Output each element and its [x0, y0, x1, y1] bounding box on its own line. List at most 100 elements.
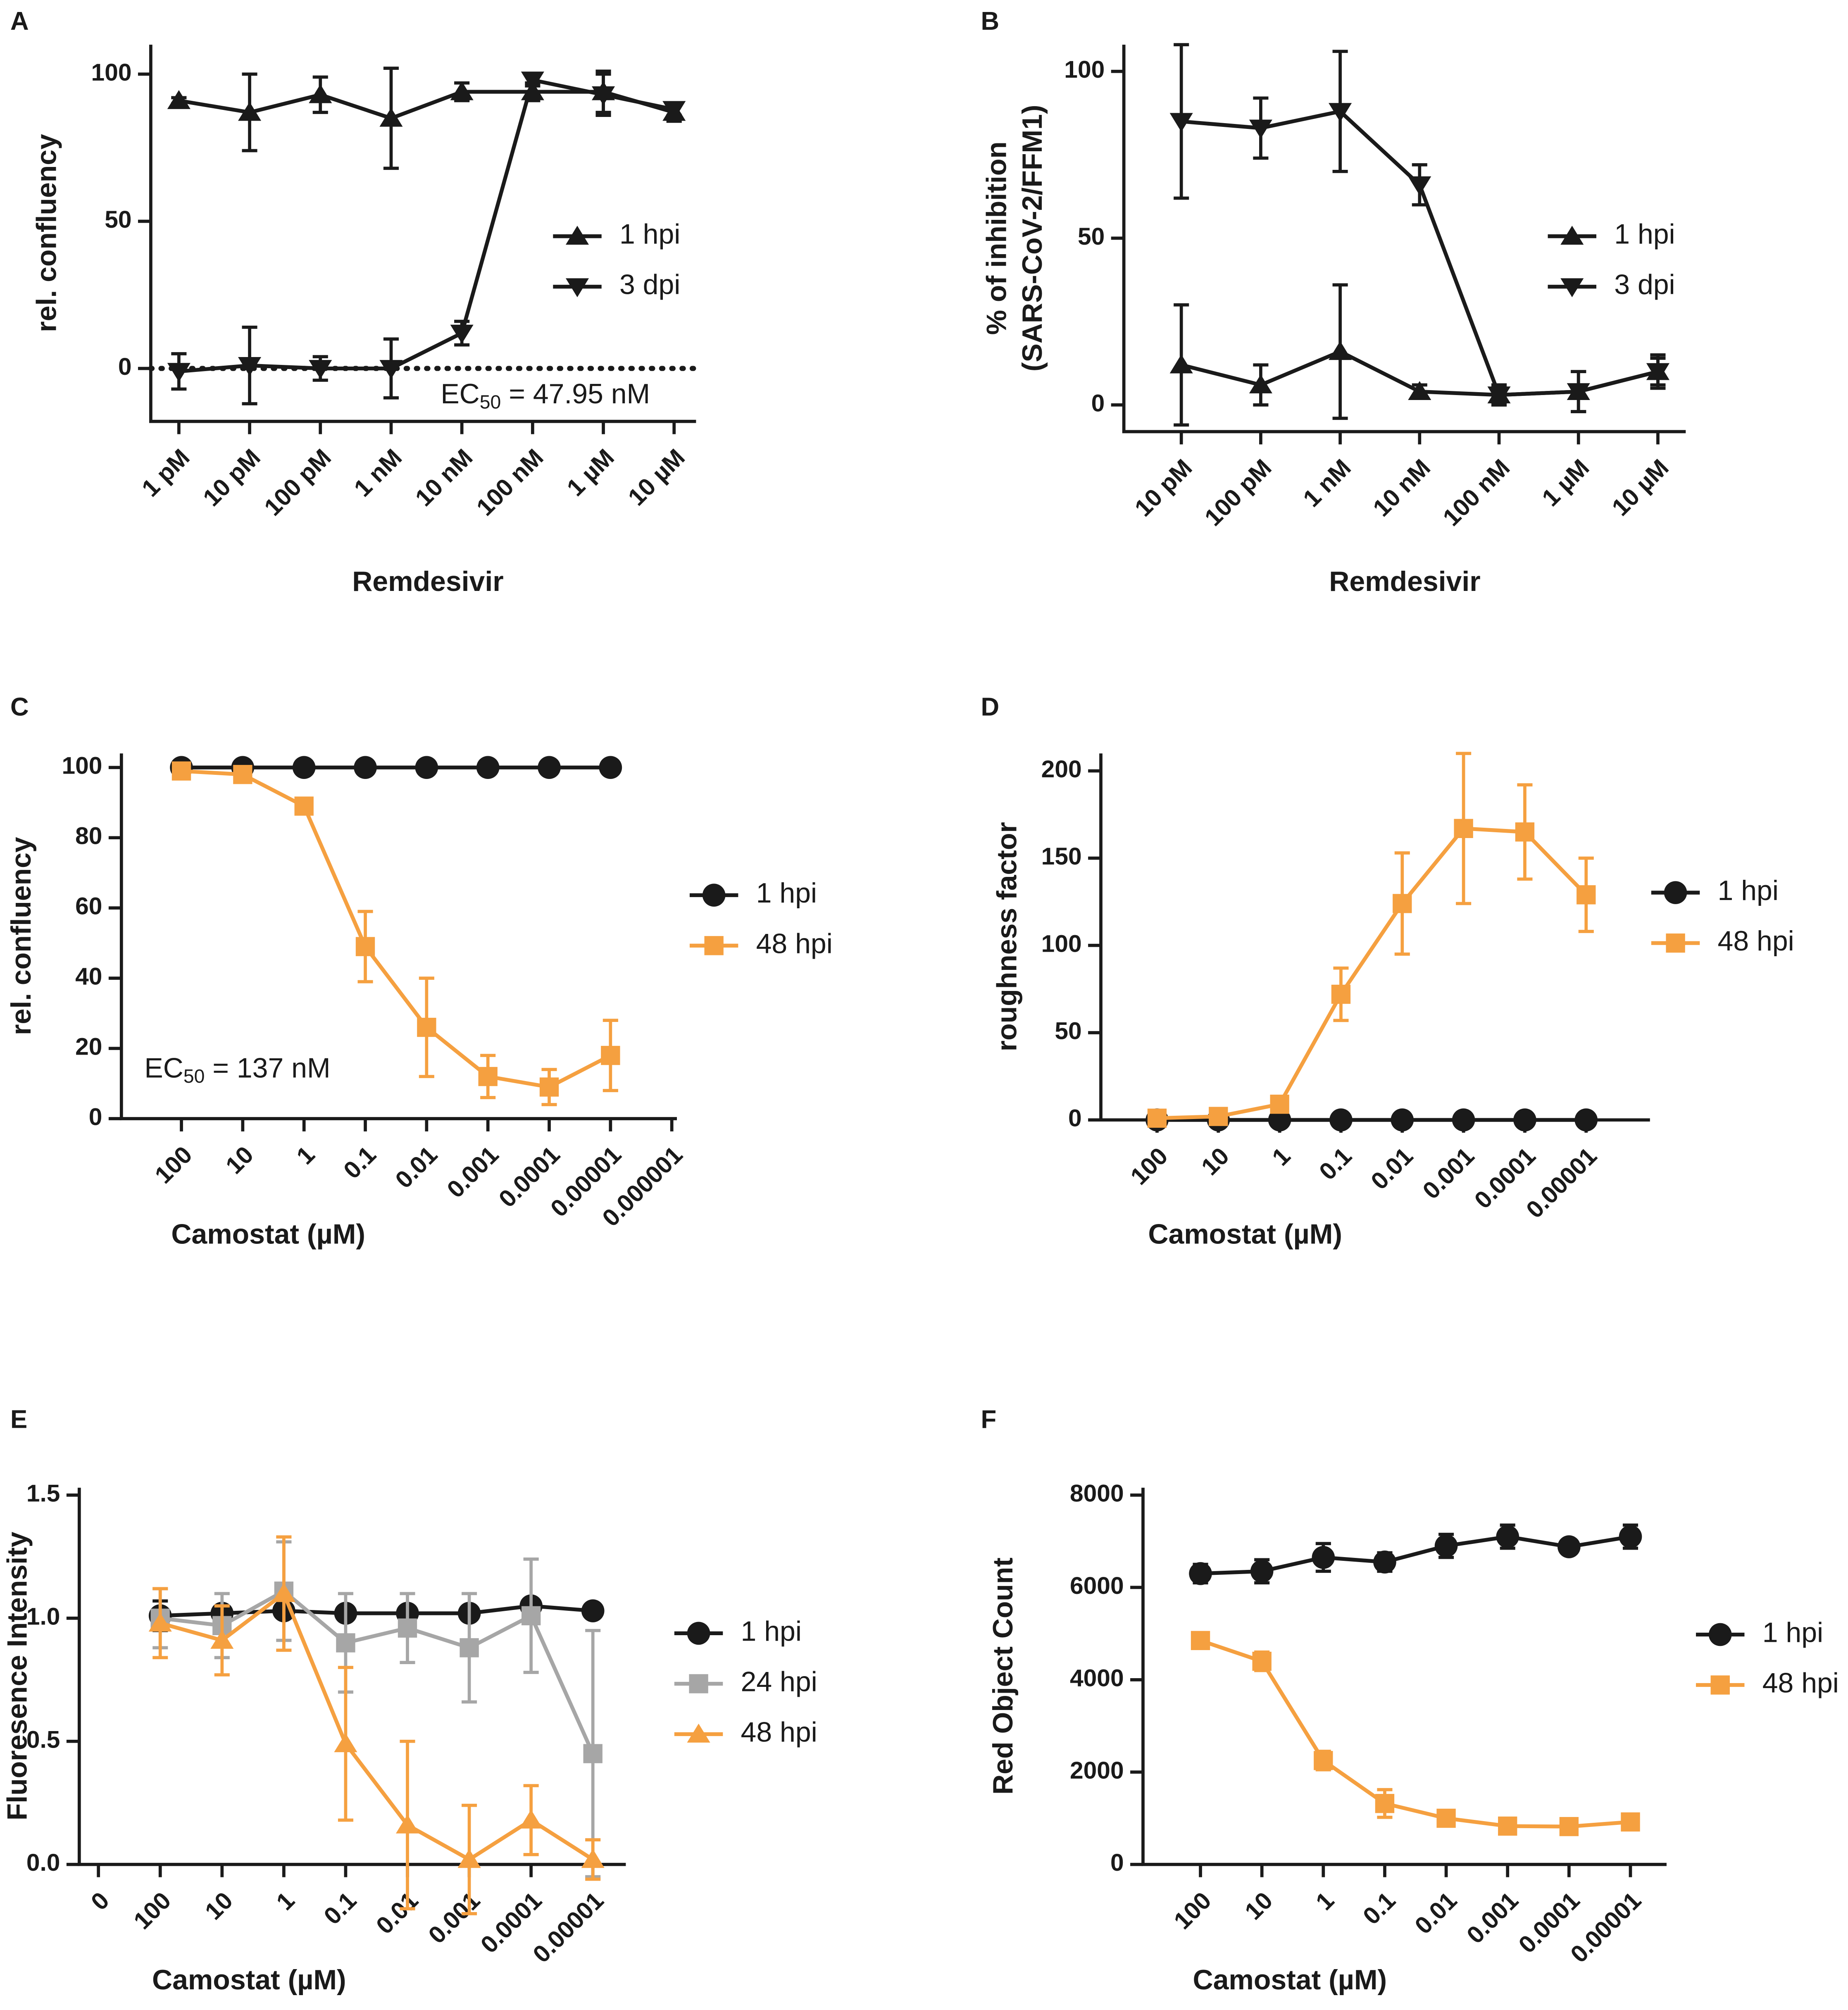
- marker: [1268, 1108, 1291, 1131]
- legend-marker: [1560, 226, 1584, 245]
- legend-label: 3 dpi: [619, 269, 680, 300]
- x-tick-label: 0.01: [1366, 1143, 1418, 1195]
- marker: [538, 756, 561, 779]
- x-tick-label: 0.1: [338, 1141, 381, 1184]
- annotation-rest: = 137 nM: [205, 1053, 330, 1084]
- x-tick-label: 100: [129, 1887, 176, 1934]
- x-tick-label: 1: [1311, 1887, 1339, 1915]
- y-tick-label: 100: [1041, 930, 1082, 957]
- legend-marker: [1710, 1675, 1730, 1695]
- marker: [1249, 119, 1272, 139]
- x-axis-label: Camostat (µM): [152, 1964, 346, 1996]
- marker: [1393, 894, 1412, 913]
- marker: [1487, 386, 1511, 406]
- marker: [1329, 1108, 1353, 1131]
- legend-marker: [1666, 933, 1685, 953]
- x-tick-label: 10: [221, 1141, 259, 1179]
- x-tick-label: 0.01: [390, 1141, 443, 1194]
- legend-label: 3 dpi: [1614, 269, 1675, 300]
- marker: [450, 81, 474, 100]
- x-tick-label: 10 µM: [623, 444, 690, 511]
- x-tick-label: 10 pM: [1130, 454, 1198, 522]
- y-tick-label: 4000: [1070, 1665, 1124, 1691]
- marker: [1252, 1651, 1272, 1671]
- legend-marker: [565, 278, 589, 298]
- marker: [1452, 1108, 1475, 1131]
- x-tick-label: 1 nM: [1298, 454, 1356, 512]
- marker: [1621, 1812, 1640, 1832]
- y-axis-label: rel. confluency: [31, 134, 62, 332]
- marker: [1454, 819, 1473, 838]
- y-tick-label: 40: [75, 963, 102, 990]
- x-tick-label: 10 pM: [198, 444, 266, 512]
- panel-letter: D: [981, 693, 1000, 721]
- annotation-subscript: 50: [183, 1065, 205, 1087]
- x-axis-label: Camostat (µM): [1148, 1218, 1342, 1250]
- marker: [395, 1814, 419, 1834]
- x-tick-label: 1: [271, 1887, 300, 1915]
- marker: [334, 1733, 357, 1753]
- y-tick-label: 50: [1055, 1017, 1081, 1044]
- marker: [1189, 1562, 1212, 1585]
- annotation-subscript: 50: [480, 391, 501, 413]
- y-axis-label: % of inhibition: [981, 141, 1012, 335]
- y-tick-label: 100: [91, 59, 132, 86]
- marker: [354, 756, 377, 779]
- marker: [1209, 1107, 1228, 1126]
- marker: [1436, 1808, 1456, 1828]
- x-tick-label: 1 µM: [1537, 454, 1594, 512]
- marker: [1515, 822, 1535, 842]
- marker: [398, 1618, 417, 1638]
- marker: [1559, 1817, 1579, 1836]
- x-tick-label: 100: [1169, 1887, 1217, 1934]
- marker: [148, 1612, 172, 1632]
- marker: [379, 360, 403, 379]
- y-axis-label: rel. confluency: [5, 837, 37, 1035]
- x-tick-label: 1: [291, 1141, 320, 1170]
- x-tick-label: 10: [200, 1887, 238, 1925]
- legend-marker: [1708, 1623, 1732, 1646]
- panel-letter: A: [10, 7, 29, 36]
- marker: [309, 84, 332, 103]
- legend-label: 48 hpi: [1762, 1667, 1839, 1698]
- marker: [1147, 1108, 1167, 1128]
- marker: [1331, 984, 1351, 1004]
- y-tick-label: 2000: [1070, 1757, 1124, 1784]
- marker: [1513, 1108, 1536, 1131]
- axis-line: [77, 1488, 626, 1866]
- marker: [1408, 381, 1431, 400]
- x-tick-label: 10 nM: [410, 444, 478, 512]
- marker: [521, 71, 544, 91]
- marker: [519, 1809, 543, 1829]
- marker: [309, 360, 332, 379]
- y-tick-label: 0: [1110, 1849, 1124, 1876]
- legend-label: 48 hpi: [756, 928, 833, 959]
- marker: [1169, 113, 1193, 132]
- x-tick-label: 100 nM: [1438, 454, 1515, 531]
- marker: [450, 324, 474, 344]
- marker: [294, 796, 314, 816]
- annotation-rest: = 47.95 nM: [501, 378, 650, 410]
- x-tick-label: 10: [1240, 1887, 1278, 1925]
- marker: [1169, 354, 1193, 374]
- panel-letter: E: [10, 1405, 27, 1434]
- marker: [1191, 1631, 1210, 1650]
- y-axis-label: (SARS-CoV-2/FFM1): [1017, 105, 1048, 372]
- legend-label: 1 hpi: [756, 877, 817, 909]
- legend-label: 1 hpi: [1762, 1617, 1823, 1648]
- series-line: [1181, 109, 1659, 397]
- marker: [1249, 374, 1272, 393]
- x-tick-label: 0.01: [1410, 1887, 1462, 1939]
- series-line: [181, 769, 612, 1089]
- x-tick-label: 100: [1125, 1143, 1173, 1190]
- marker: [171, 761, 191, 781]
- x-tick-label: 100 nM: [472, 444, 549, 521]
- y-tick-label: 8000: [1070, 1480, 1124, 1507]
- x-tick-label: 1 pM: [137, 444, 195, 502]
- marker: [583, 1744, 603, 1763]
- marker: [417, 1017, 436, 1037]
- panel-letter: B: [981, 7, 1000, 36]
- marker: [581, 1599, 605, 1622]
- marker: [601, 1045, 620, 1065]
- series-line: [1157, 826, 1588, 1120]
